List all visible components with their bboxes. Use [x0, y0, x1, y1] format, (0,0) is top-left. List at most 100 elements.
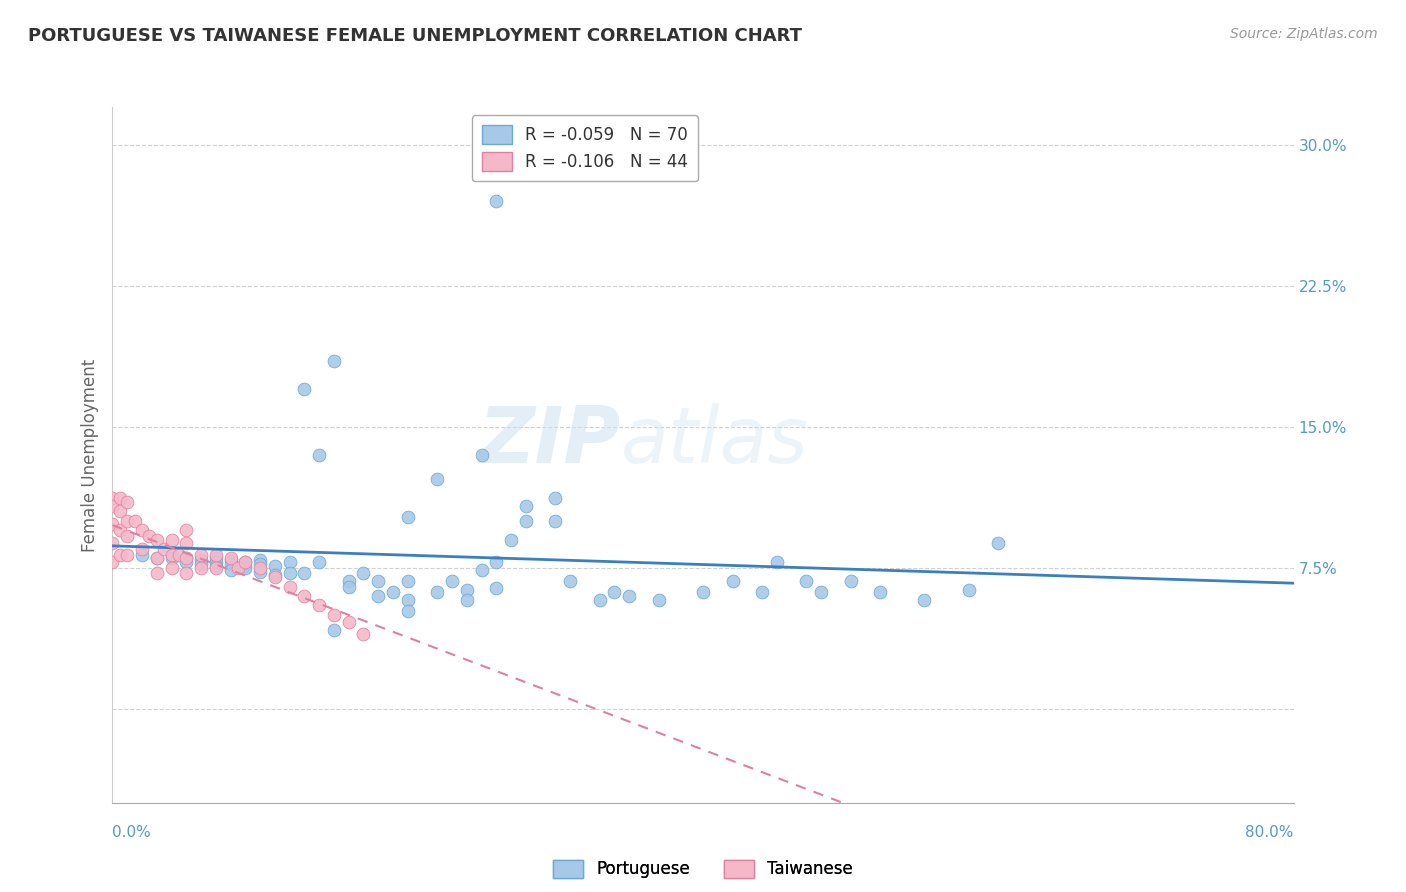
- Point: [396, 592, 419, 607]
- Point: [146, 551, 169, 566]
- Point: [138, 529, 160, 543]
- Point: [174, 536, 197, 550]
- Point: [153, 541, 176, 556]
- Point: [426, 585, 449, 599]
- Point: [292, 589, 315, 603]
- Point: [101, 491, 124, 505]
- Point: [108, 523, 131, 537]
- Point: [796, 574, 818, 588]
- Text: Source: ZipAtlas.com: Source: ZipAtlas.com: [1230, 27, 1378, 41]
- Point: [323, 607, 346, 622]
- Point: [470, 563, 494, 577]
- Point: [146, 551, 169, 566]
- Point: [544, 514, 567, 528]
- Point: [233, 558, 256, 573]
- Point: [146, 566, 169, 581]
- Point: [249, 560, 271, 574]
- Text: atlas: atlas: [620, 403, 808, 479]
- Point: [219, 553, 242, 567]
- Point: [292, 382, 315, 396]
- Point: [515, 514, 537, 528]
- Point: [146, 533, 169, 547]
- Point: [337, 574, 360, 588]
- Point: [205, 548, 228, 562]
- Point: [603, 585, 626, 599]
- Point: [117, 548, 138, 562]
- Point: [352, 626, 374, 640]
- Point: [249, 557, 271, 571]
- Text: 0.0%: 0.0%: [112, 825, 152, 840]
- Point: [323, 623, 346, 637]
- Point: [174, 523, 197, 537]
- Point: [485, 194, 508, 208]
- Point: [190, 557, 212, 571]
- Point: [160, 533, 183, 547]
- Point: [278, 555, 301, 569]
- Legend: Portuguese, Taiwanese: Portuguese, Taiwanese: [547, 853, 859, 885]
- Point: [233, 555, 256, 569]
- Point: [249, 565, 271, 579]
- Point: [396, 574, 419, 588]
- Point: [108, 491, 131, 505]
- Point: [174, 566, 197, 581]
- Point: [367, 574, 389, 588]
- Point: [367, 589, 389, 603]
- Point: [131, 548, 153, 562]
- Point: [117, 529, 138, 543]
- Point: [108, 548, 131, 562]
- Point: [515, 499, 537, 513]
- Point: [337, 615, 360, 630]
- Point: [396, 510, 419, 524]
- Point: [160, 560, 183, 574]
- Point: [839, 574, 862, 588]
- Point: [205, 558, 228, 573]
- Point: [108, 504, 131, 518]
- Point: [190, 560, 212, 574]
- Point: [721, 574, 744, 588]
- Point: [101, 517, 124, 532]
- Point: [101, 536, 124, 550]
- Point: [264, 570, 287, 584]
- Point: [278, 580, 301, 594]
- Text: 80.0%: 80.0%: [1246, 825, 1294, 840]
- Point: [485, 582, 508, 596]
- Point: [501, 533, 523, 547]
- Point: [396, 604, 419, 618]
- Point: [382, 585, 405, 599]
- Point: [131, 541, 153, 556]
- Point: [264, 568, 287, 582]
- Point: [117, 495, 138, 509]
- Point: [219, 563, 242, 577]
- Point: [869, 585, 891, 599]
- Point: [264, 558, 287, 573]
- Point: [692, 585, 714, 599]
- Point: [751, 585, 773, 599]
- Point: [588, 592, 610, 607]
- Point: [647, 592, 671, 607]
- Point: [190, 548, 212, 562]
- Text: PORTUGUESE VS TAIWANESE FEMALE UNEMPLOYMENT CORRELATION CHART: PORTUGUESE VS TAIWANESE FEMALE UNEMPLOYM…: [28, 27, 801, 45]
- Text: ZIP: ZIP: [478, 403, 620, 479]
- Point: [160, 551, 183, 566]
- Point: [957, 583, 980, 598]
- Point: [308, 599, 330, 613]
- Point: [174, 555, 197, 569]
- Point: [101, 499, 124, 513]
- Point: [308, 555, 330, 569]
- Point: [174, 551, 197, 566]
- Point: [124, 514, 146, 528]
- Point: [558, 574, 582, 588]
- Point: [226, 560, 249, 574]
- Point: [233, 560, 256, 574]
- Point: [219, 557, 242, 571]
- Point: [205, 560, 228, 574]
- Point: [278, 566, 301, 581]
- Point: [131, 523, 153, 537]
- Point: [308, 448, 330, 462]
- Point: [249, 553, 271, 567]
- Point: [619, 589, 641, 603]
- Point: [205, 555, 228, 569]
- Point: [101, 555, 124, 569]
- Point: [323, 354, 346, 368]
- Point: [441, 574, 464, 588]
